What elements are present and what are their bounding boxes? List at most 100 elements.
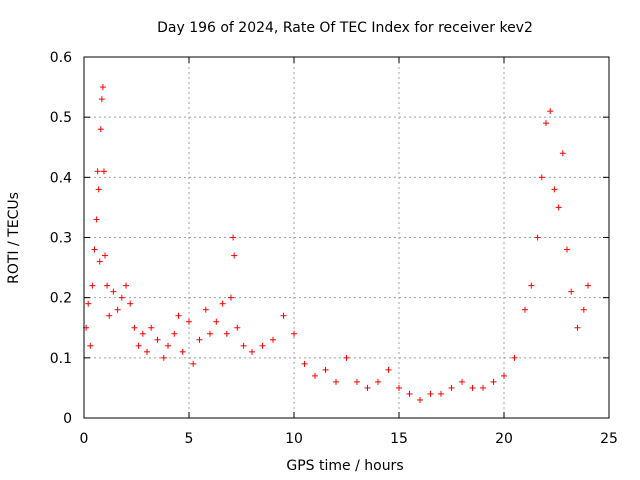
grid-lines bbox=[84, 57, 609, 418]
y-tick-label: 0.3 bbox=[50, 231, 72, 247]
data-point bbox=[459, 378, 465, 385]
data-point bbox=[219, 300, 226, 307]
data-point bbox=[139, 330, 146, 337]
data-point bbox=[89, 282, 96, 289]
data-point bbox=[312, 372, 318, 379]
data-point bbox=[427, 390, 434, 397]
x-axis-label: GPS time / hours bbox=[286, 458, 403, 474]
data-point bbox=[249, 348, 255, 355]
data-point bbox=[364, 384, 371, 391]
data-point bbox=[144, 348, 150, 355]
data-point bbox=[354, 378, 360, 385]
data-point bbox=[179, 348, 186, 355]
data-point bbox=[585, 282, 591, 289]
data-point bbox=[534, 234, 541, 241]
y-tick-label: 0.2 bbox=[50, 291, 72, 307]
data-point bbox=[97, 126, 104, 133]
data-point bbox=[231, 252, 238, 259]
data-point bbox=[438, 390, 444, 397]
data-point bbox=[511, 354, 518, 361]
data-point bbox=[580, 306, 587, 313]
data-point bbox=[104, 282, 111, 289]
data-point bbox=[547, 108, 554, 115]
data-point bbox=[127, 300, 134, 307]
data-point bbox=[98, 96, 105, 103]
x-tick-label: 0 bbox=[80, 431, 89, 447]
x-tick-label: 15 bbox=[390, 431, 408, 447]
data-point bbox=[93, 216, 100, 223]
data-point bbox=[100, 168, 107, 175]
data-point bbox=[175, 312, 182, 319]
x-tick-label: 25 bbox=[600, 431, 618, 447]
data-point bbox=[87, 342, 94, 349]
data-point bbox=[375, 378, 381, 385]
data-point bbox=[190, 360, 197, 367]
data-point bbox=[551, 186, 558, 193]
data-point bbox=[131, 324, 138, 331]
data-point bbox=[559, 150, 566, 157]
data-point bbox=[543, 120, 549, 127]
data-point bbox=[96, 258, 103, 265]
data-point bbox=[213, 318, 220, 325]
y-axis-ticks: 0 0.1 0.2 0.3 0.4 0.5 0.6 bbox=[50, 50, 609, 427]
data-point bbox=[480, 384, 486, 391]
data-point bbox=[343, 354, 350, 361]
data-point bbox=[574, 324, 581, 331]
data-point bbox=[196, 336, 203, 343]
data-point bbox=[555, 204, 562, 211]
data-point bbox=[528, 282, 535, 289]
data-point bbox=[118, 294, 125, 301]
data-point bbox=[280, 312, 287, 319]
data-point bbox=[228, 294, 234, 301]
data-point bbox=[186, 318, 192, 325]
data-point bbox=[123, 282, 129, 289]
data-point bbox=[165, 342, 171, 349]
x-tick-label: 10 bbox=[285, 431, 303, 447]
data-point bbox=[568, 288, 575, 295]
data-point bbox=[385, 366, 392, 373]
data-points bbox=[83, 84, 591, 403]
x-tick-label: 20 bbox=[495, 431, 513, 447]
y-tick-label: 0.1 bbox=[50, 351, 72, 367]
data-point bbox=[333, 378, 339, 385]
y-tick-label: 0.5 bbox=[50, 110, 72, 126]
data-point bbox=[102, 252, 108, 259]
data-point bbox=[202, 306, 209, 313]
data-point bbox=[564, 246, 570, 253]
data-point bbox=[171, 330, 178, 337]
data-point bbox=[240, 342, 247, 349]
data-point bbox=[234, 324, 241, 331]
data-point bbox=[417, 396, 423, 403]
x-axis-ticks: 0 5 10 15 20 25 bbox=[80, 57, 618, 447]
data-point bbox=[110, 288, 117, 295]
data-point bbox=[91, 246, 98, 253]
data-point bbox=[94, 168, 101, 175]
y-tick-label: 0.4 bbox=[50, 170, 72, 186]
data-point bbox=[207, 330, 213, 337]
data-point bbox=[469, 384, 476, 391]
x-tick-label: 5 bbox=[185, 431, 194, 447]
data-point bbox=[538, 174, 545, 181]
data-point bbox=[448, 384, 455, 391]
data-point bbox=[291, 330, 297, 337]
chart-title: Day 196 of 2024, Rate Of TEC Index for r… bbox=[157, 20, 533, 36]
data-point bbox=[95, 186, 102, 193]
data-point bbox=[490, 378, 497, 385]
data-point bbox=[114, 306, 121, 313]
data-point bbox=[270, 336, 276, 343]
data-point bbox=[154, 336, 161, 343]
data-point bbox=[230, 234, 237, 241]
data-point bbox=[259, 342, 266, 349]
data-point bbox=[406, 390, 413, 397]
data-point bbox=[522, 306, 528, 313]
data-point bbox=[99, 84, 106, 91]
y-tick-label: 0.6 bbox=[50, 50, 72, 66]
data-point bbox=[135, 342, 142, 349]
data-point bbox=[501, 372, 507, 379]
data-point bbox=[301, 360, 308, 367]
y-tick-label: 0 bbox=[63, 411, 72, 427]
data-point bbox=[106, 312, 113, 319]
y-axis-label: ROTI / TECUs bbox=[6, 192, 22, 284]
data-point bbox=[148, 324, 155, 331]
